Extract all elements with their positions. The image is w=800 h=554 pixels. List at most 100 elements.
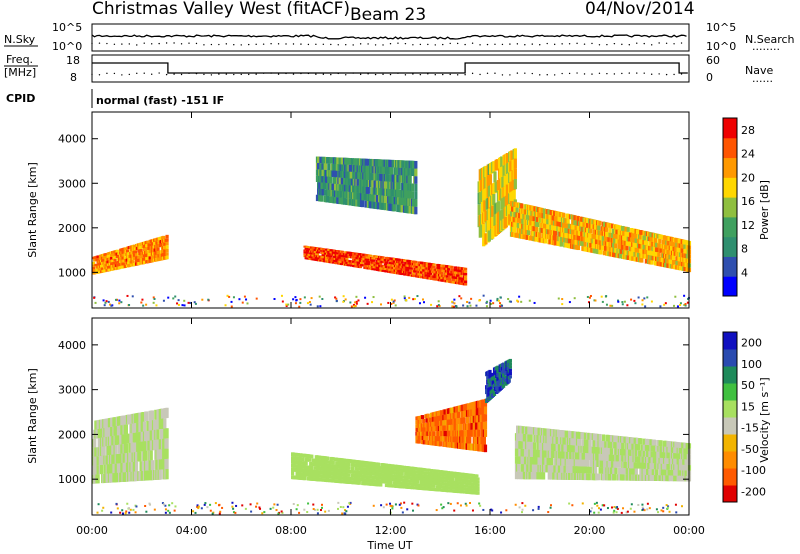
scatter-cell xyxy=(511,231,515,237)
scatter-cell xyxy=(389,480,393,485)
scatter-cell xyxy=(312,477,316,481)
nsearch-point xyxy=(509,43,511,45)
scatter-cell xyxy=(416,431,420,436)
scatter-cell xyxy=(461,436,465,443)
scatter-cell xyxy=(374,173,378,181)
scatter-cell xyxy=(674,295,677,298)
scatter-cell xyxy=(683,294,686,297)
freq-tick-top: 18 xyxy=(66,54,80,67)
scatter-cell xyxy=(508,214,512,225)
scatter-cell xyxy=(430,484,434,488)
scatter-cell xyxy=(343,255,347,258)
scatter-cell xyxy=(114,298,117,301)
scatter-cell xyxy=(610,223,614,229)
scatter-cell xyxy=(303,476,307,481)
scatter-cell xyxy=(440,410,444,416)
scatter-cell xyxy=(659,248,663,253)
scatter-cell xyxy=(466,300,469,303)
scatter-cell xyxy=(394,304,397,307)
scatter-cell xyxy=(644,240,648,246)
scatter-cell xyxy=(489,386,493,391)
scatter-cell xyxy=(366,302,369,305)
scatter-cell xyxy=(673,304,676,307)
scatter-cell xyxy=(599,235,603,241)
nsearch-point xyxy=(673,43,675,45)
scatter-cell xyxy=(402,485,407,489)
scatter-cell xyxy=(294,302,297,305)
scatter-cell xyxy=(375,180,380,188)
scatter-cell xyxy=(333,196,338,204)
scatter-cell xyxy=(299,301,302,304)
scatter-cell xyxy=(491,376,496,381)
scatter-cell xyxy=(329,196,333,203)
scatter-cell xyxy=(586,295,589,298)
nsearch-tick-bottom: 10^0 xyxy=(706,40,736,53)
scatter-cell xyxy=(626,304,629,307)
scatter-cell xyxy=(193,301,196,304)
nsearch-point xyxy=(553,43,556,46)
scatter-cell xyxy=(463,280,468,283)
scatter-cell xyxy=(522,234,526,240)
scatter-cell xyxy=(335,468,339,473)
scatter-cell xyxy=(427,468,432,472)
scatter-cell xyxy=(417,266,421,269)
scatter-cell xyxy=(515,207,519,213)
scatter-cell xyxy=(621,303,624,306)
scatter-cell xyxy=(354,304,357,307)
nsearch-point xyxy=(330,43,332,46)
scatter-cell xyxy=(293,464,297,468)
nave-label: Nave xyxy=(745,64,773,77)
scatter-cell xyxy=(371,173,375,181)
scatter-cell xyxy=(425,418,429,423)
scatter-cell xyxy=(116,435,121,445)
scatter-cell xyxy=(617,299,620,302)
scatter-cell xyxy=(486,300,489,303)
scatter-cell xyxy=(493,215,497,226)
scatter-cell xyxy=(483,429,488,437)
scatter-cell xyxy=(432,265,436,269)
scatter-cell xyxy=(327,157,331,164)
scatter-cell xyxy=(562,222,566,228)
scatter-cell xyxy=(241,301,244,304)
nave-point xyxy=(180,73,183,76)
scatter-cell xyxy=(396,167,400,175)
colorbar-tick-label: 8 xyxy=(741,243,748,256)
scatter-cell xyxy=(499,296,502,299)
nave-point xyxy=(91,73,93,76)
scatter-cell xyxy=(673,242,677,247)
scatter-cell xyxy=(590,223,594,229)
scatter-cell xyxy=(150,259,154,263)
scatter-cell xyxy=(669,245,673,251)
scatter-cell xyxy=(497,299,500,302)
scatter-cell xyxy=(437,304,440,307)
scatter-cell xyxy=(120,301,123,304)
scatter-cell xyxy=(513,158,517,169)
scatter-cell xyxy=(356,179,360,186)
scatter-cell xyxy=(317,251,321,254)
scatter-cell xyxy=(600,295,603,298)
scatter-cell xyxy=(392,204,396,212)
scatter-cell xyxy=(444,479,448,483)
scatter-cell xyxy=(640,258,644,263)
nsky-tick-top: 10^5 xyxy=(52,21,82,34)
scatter-cell xyxy=(439,485,443,489)
scatter-cell xyxy=(641,303,644,306)
scatter-cell xyxy=(384,263,389,266)
scatter-cell xyxy=(103,256,107,259)
scatter-cell xyxy=(165,255,169,260)
scatter-cell xyxy=(133,250,138,254)
scatter-cell xyxy=(476,480,480,484)
scatter-cell xyxy=(573,297,576,300)
scatter-cell xyxy=(683,248,687,254)
scatter-cell xyxy=(554,240,558,246)
scatter-cell xyxy=(505,184,510,195)
scatter-cell xyxy=(462,481,467,485)
scatter-cell xyxy=(340,164,344,172)
scatter-cell xyxy=(411,272,416,275)
scatter-cell xyxy=(96,456,100,466)
scatter-cell xyxy=(614,243,618,249)
scatter-cell xyxy=(492,391,497,396)
scatter-cell xyxy=(417,439,421,444)
nsearch-point xyxy=(613,42,616,45)
scatter-cell xyxy=(165,248,169,253)
